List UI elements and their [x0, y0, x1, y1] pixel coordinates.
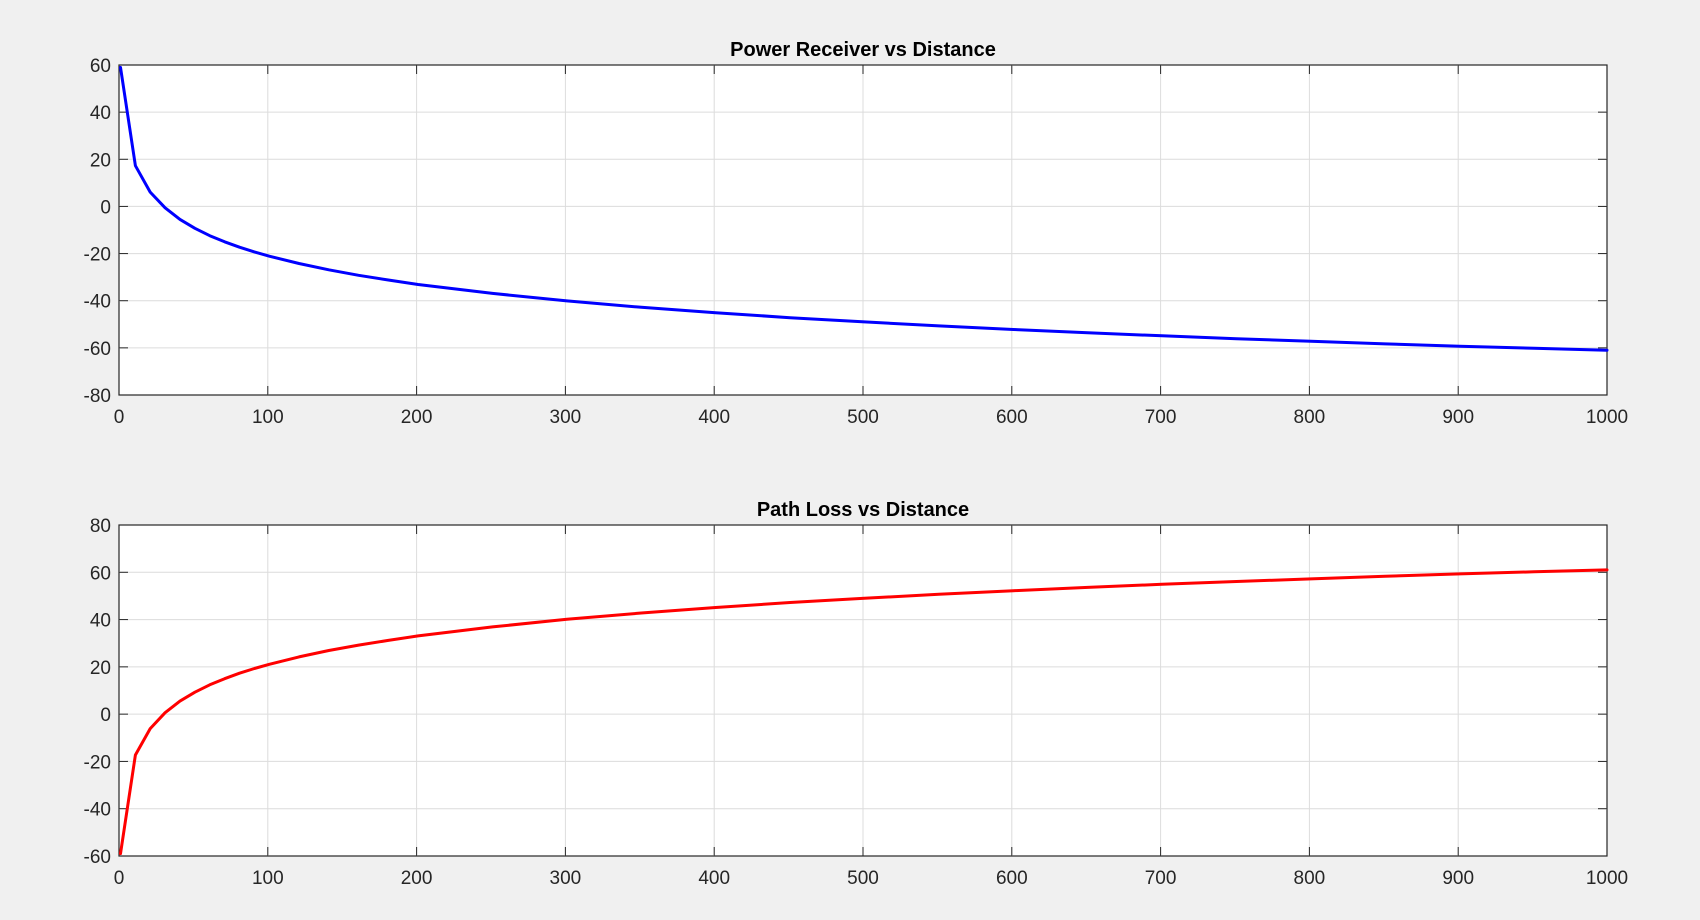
x-tick-label: 500 [847, 407, 879, 428]
path-loss-plot: 0 100 200 300 400 500 600 700 800 900 1000-60-40-2… [84, 499, 1629, 889]
y-tick-label: 80 [90, 516, 111, 537]
x-tick-label: 800 [1294, 868, 1326, 889]
y-tick-label: 20 [90, 150, 111, 171]
power-receiver-plot: 0 100 200 300 400 500 600 700 800 900 1000-80-60-4… [84, 39, 1629, 428]
y-tick-label: 0 [100, 197, 111, 218]
x-tick-label: 400 [698, 407, 730, 428]
y-tick-label: -40 [84, 800, 111, 821]
y-tick-label: 20 [90, 658, 111, 679]
y-tick-label: -60 [84, 847, 111, 868]
y-tick-label: 40 [90, 611, 111, 632]
path-loss-title: Path Loss vs Distance [757, 499, 969, 521]
y-tick-label: -20 [84, 752, 111, 773]
x-tick-label: 600 [996, 868, 1028, 889]
x-tick-label: 100 [252, 868, 284, 889]
x-tick-label: 500 [847, 868, 879, 889]
x-tick-label: 200 [401, 868, 433, 889]
x-tick-label: 400 [698, 868, 730, 889]
x-tick-label: 1000 [1586, 407, 1628, 428]
x-tick-label: 300 [550, 868, 582, 889]
y-tick-label: -20 [84, 245, 111, 266]
path-loss-line [119, 568, 1609, 856]
x-tick-label: 0 [114, 407, 125, 428]
power-receiver-title: Power Receiver vs Distance [730, 39, 996, 61]
x-tick-label: 1000 [1586, 868, 1628, 889]
x-tick-label: 900 [1442, 407, 1474, 428]
x-tick-label: 0 [114, 868, 125, 889]
y-tick-label: 0 [100, 705, 111, 726]
x-tick-label: 600 [996, 407, 1028, 428]
y-tick-label: -80 [84, 386, 111, 407]
y-tick-label: 40 [90, 103, 111, 124]
x-tick-label: 100 [252, 407, 284, 428]
y-tick-label: 60 [90, 563, 111, 584]
y-tick-label: -40 [84, 292, 111, 313]
x-tick-label: 800 [1294, 407, 1326, 428]
x-tick-label: 300 [550, 407, 582, 428]
y-tick-label: -60 [84, 339, 111, 360]
x-tick-label: 200 [401, 407, 433, 428]
x-tick-label: 700 [1145, 407, 1177, 428]
y-tick-label: 60 [90, 56, 111, 77]
power-receiver-line [119, 65, 1609, 352]
x-tick-label: 700 [1145, 868, 1177, 889]
x-tick-label: 900 [1442, 868, 1474, 889]
